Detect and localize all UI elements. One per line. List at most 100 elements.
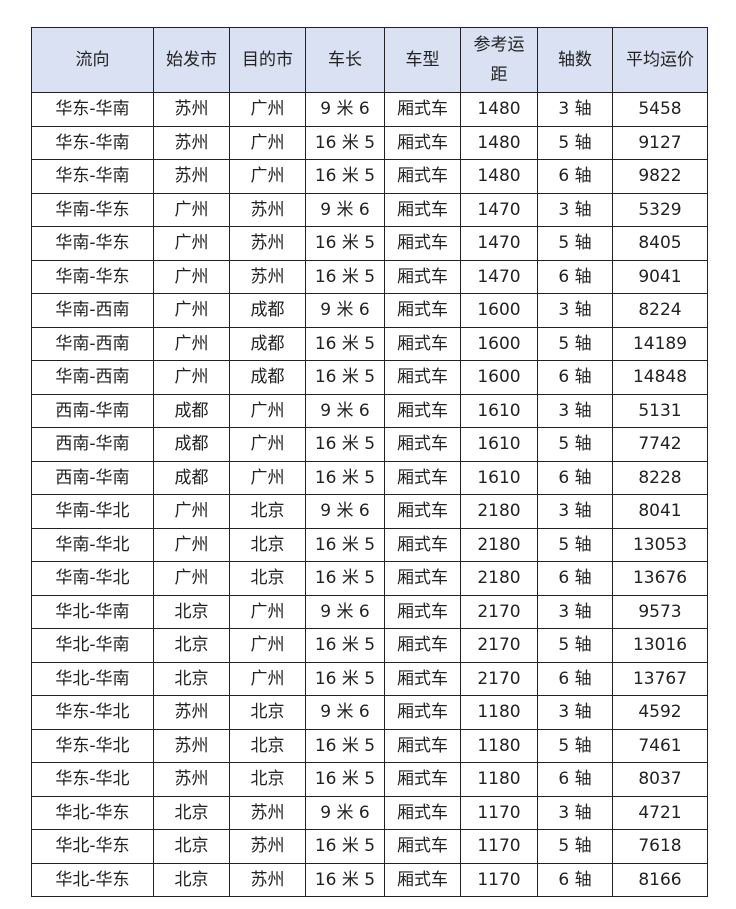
cell-flow: 华北-华东 (31, 795, 154, 830)
cell-average-price: 8166 (612, 862, 708, 897)
cell-destination-city: 成都 (229, 326, 306, 361)
cell-average-price: 4592 (612, 695, 708, 730)
cell-axle-count: 5 轴 (537, 628, 613, 663)
cell-vehicle-type: 厢式车 (384, 427, 461, 462)
cell-average-price: 8405 (612, 226, 708, 261)
table-row: 西南-华南 成都 广州 16 米 5 厢式车 1610 5 轴 7742 (31, 427, 708, 462)
cell-average-price: 5458 (612, 92, 708, 127)
cell-reference-distance: 1600 (460, 293, 538, 328)
table-row: 华南-华东 广州 苏州 16 米 5 厢式车 1470 5 轴 8405 (31, 226, 708, 261)
cell-reference-distance: 1600 (460, 326, 538, 361)
cell-origin-city: 北京 (153, 795, 230, 830)
cell-reference-distance: 1170 (460, 795, 538, 830)
cell-reference-distance: 1600 (460, 360, 538, 395)
cell-average-price: 5329 (612, 192, 708, 227)
cell-destination-city: 广州 (229, 393, 306, 428)
cell-reference-distance: 1480 (460, 159, 538, 194)
cell-flow: 华南-西南 (31, 360, 154, 395)
cell-vehicle-length: 16 米 5 (305, 460, 385, 495)
cell-flow: 华北-华南 (31, 594, 154, 629)
cell-axle-count: 6 轴 (537, 661, 613, 696)
cell-flow: 华北-华南 (31, 661, 154, 696)
cell-axle-count: 5 轴 (537, 527, 613, 562)
cell-destination-city: 广州 (229, 92, 306, 127)
cell-axle-count: 5 轴 (537, 125, 613, 160)
cell-reference-distance: 1610 (460, 393, 538, 428)
cell-vehicle-type: 厢式车 (384, 628, 461, 663)
cell-reference-distance: 1170 (460, 829, 538, 864)
cell-vehicle-type: 厢式车 (384, 393, 461, 428)
column-header-origin-city: 始发市 (153, 27, 230, 93)
cell-vehicle-type: 厢式车 (384, 293, 461, 328)
cell-average-price: 13676 (612, 561, 708, 596)
cell-flow: 华东-华北 (31, 762, 154, 797)
cell-reference-distance: 1470 (460, 192, 538, 227)
cell-destination-city: 北京 (229, 728, 306, 763)
table-row: 华南-华东 广州 苏州 9 米 6 厢式车 1470 3 轴 5329 (31, 192, 708, 227)
table-row: 华北-华东 北京 苏州 9 米 6 厢式车 1170 3 轴 4721 (31, 795, 708, 830)
cell-origin-city: 广州 (153, 527, 230, 562)
cell-reference-distance: 1180 (460, 695, 538, 730)
cell-vehicle-type: 厢式车 (384, 494, 461, 529)
table-row: 华南-华北 广州 北京 16 米 5 厢式车 2180 6 轴 13676 (31, 561, 708, 596)
cell-flow: 华北-华东 (31, 829, 154, 864)
table-row: 华东-华北 苏州 北京 16 米 5 厢式车 1180 6 轴 8037 (31, 762, 708, 797)
cell-flow: 华东-华南 (31, 159, 154, 194)
cell-reference-distance: 2170 (460, 594, 538, 629)
cell-origin-city: 广州 (153, 259, 230, 294)
cell-flow: 华南-西南 (31, 293, 154, 328)
table-row: 华北-华东 北京 苏州 16 米 5 厢式车 1170 6 轴 8166 (31, 862, 708, 897)
cell-origin-city: 苏州 (153, 728, 230, 763)
cell-axle-count: 3 轴 (537, 695, 613, 730)
cell-reference-distance: 1480 (460, 125, 538, 160)
cell-vehicle-type: 厢式车 (384, 326, 461, 361)
cell-average-price: 7618 (612, 829, 708, 864)
table-row: 华东-华南 苏州 广州 16 米 5 厢式车 1480 5 轴 9127 (31, 125, 708, 160)
cell-origin-city: 成都 (153, 427, 230, 462)
table-row: 华北-华南 北京 广州 16 米 5 厢式车 2170 6 轴 13767 (31, 661, 708, 696)
cell-reference-distance: 1470 (460, 226, 538, 261)
cell-flow: 华东-华北 (31, 728, 154, 763)
cell-vehicle-length: 9 米 6 (305, 393, 385, 428)
cell-reference-distance: 1470 (460, 259, 538, 294)
cell-vehicle-length: 9 米 6 (305, 795, 385, 830)
cell-vehicle-length: 16 米 5 (305, 259, 385, 294)
cell-axle-count: 5 轴 (537, 326, 613, 361)
table-row: 华南-华北 广州 北京 16 米 5 厢式车 2180 5 轴 13053 (31, 527, 708, 562)
cell-average-price: 13767 (612, 661, 708, 696)
cell-reference-distance: 1180 (460, 762, 538, 797)
cell-axle-count: 3 轴 (537, 293, 613, 328)
cell-vehicle-type: 厢式车 (384, 862, 461, 897)
cell-axle-count: 5 轴 (537, 427, 613, 462)
cell-vehicle-type: 厢式车 (384, 795, 461, 830)
cell-vehicle-length: 16 米 5 (305, 159, 385, 194)
cell-average-price: 14848 (612, 360, 708, 395)
cell-reference-distance: 1610 (460, 460, 538, 495)
cell-destination-city: 北京 (229, 527, 306, 562)
cell-destination-city: 成都 (229, 293, 306, 328)
cell-vehicle-length: 9 米 6 (305, 293, 385, 328)
cell-origin-city: 苏州 (153, 762, 230, 797)
table-row: 华东-华北 苏州 北京 16 米 5 厢式车 1180 5 轴 7461 (31, 728, 708, 763)
cell-destination-city: 北京 (229, 561, 306, 596)
cell-reference-distance: 1610 (460, 427, 538, 462)
cell-flow: 华北-华南 (31, 628, 154, 663)
cell-origin-city: 广州 (153, 226, 230, 261)
cell-average-price: 9127 (612, 125, 708, 160)
table-row: 华南-西南 广州 成都 16 米 5 厢式车 1600 5 轴 14189 (31, 326, 708, 361)
cell-axle-count: 3 轴 (537, 594, 613, 629)
cell-vehicle-length: 16 米 5 (305, 427, 385, 462)
cell-average-price: 4721 (612, 795, 708, 830)
cell-vehicle-type: 厢式车 (384, 159, 461, 194)
cell-average-price: 7461 (612, 728, 708, 763)
cell-reference-distance: 2180 (460, 494, 538, 529)
cell-axle-count: 6 轴 (537, 360, 613, 395)
cell-vehicle-type: 厢式车 (384, 561, 461, 596)
cell-origin-city: 北京 (153, 862, 230, 897)
cell-flow: 华南-华东 (31, 226, 154, 261)
column-header-axle-count: 轴数 (537, 27, 613, 93)
column-header-reference-distance: 参考运距 (460, 27, 538, 93)
cell-origin-city: 广州 (153, 494, 230, 529)
cell-vehicle-type: 厢式车 (384, 762, 461, 797)
cell-vehicle-length: 9 米 6 (305, 594, 385, 629)
